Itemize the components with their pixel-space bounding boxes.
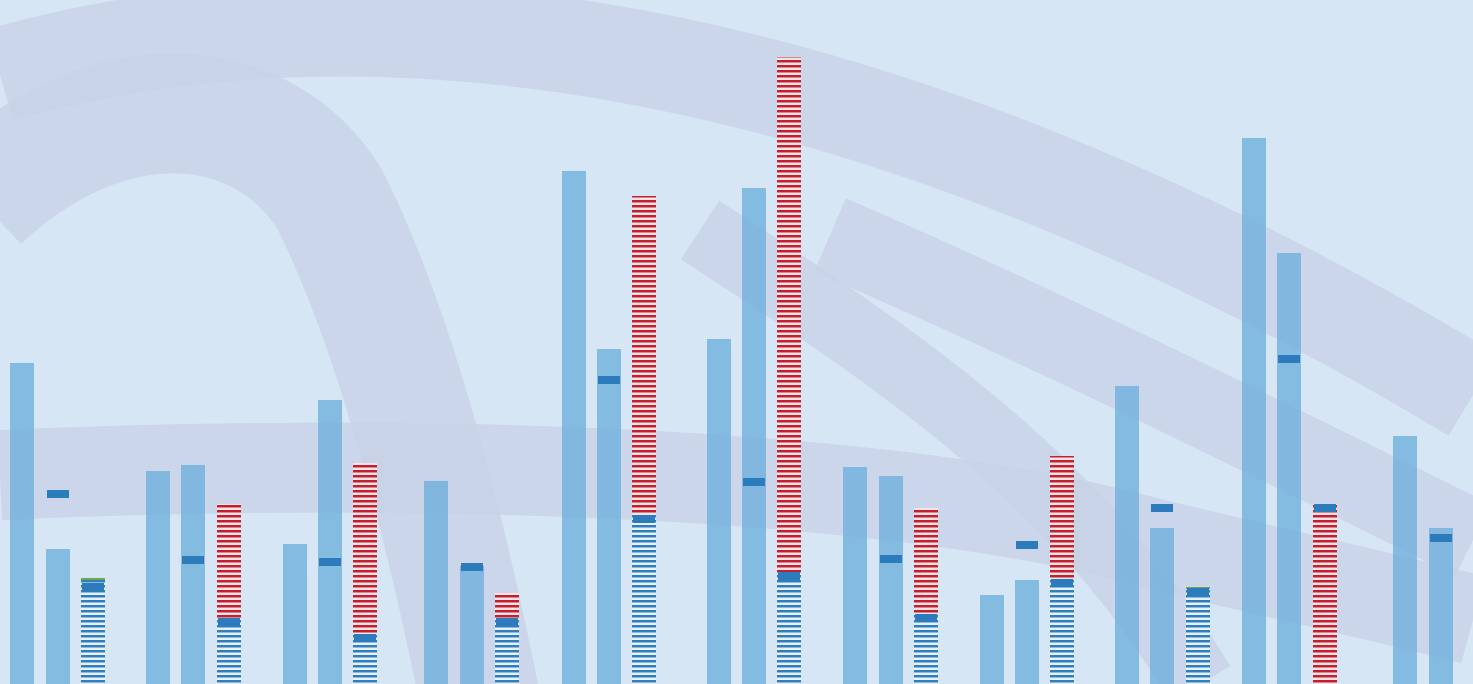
marker xyxy=(743,478,765,486)
bar xyxy=(1242,138,1266,684)
bar xyxy=(1429,528,1453,684)
bar xyxy=(1115,386,1139,684)
marker xyxy=(1430,534,1452,542)
marker xyxy=(880,555,902,563)
bars xyxy=(10,57,1453,684)
hatched-bar xyxy=(777,572,801,684)
marker xyxy=(47,490,69,498)
bar xyxy=(1277,253,1301,684)
bar xyxy=(146,471,170,684)
marker xyxy=(1187,588,1209,596)
hatched-bar-red xyxy=(632,196,656,515)
bar xyxy=(460,566,484,684)
marker xyxy=(319,558,341,566)
hatched-bar xyxy=(495,618,519,684)
bar xyxy=(980,595,1004,684)
marker xyxy=(778,572,800,580)
hatched-bar xyxy=(1050,579,1074,684)
marker xyxy=(915,614,937,622)
marker xyxy=(1314,504,1336,512)
hatched-bar xyxy=(914,614,938,684)
hatched-bar-red xyxy=(1313,504,1337,684)
hatched-bar-red xyxy=(495,593,519,618)
marker xyxy=(218,618,240,626)
hatched-bar-red xyxy=(777,57,801,572)
hatched-bar-red xyxy=(914,508,938,614)
bar xyxy=(10,363,34,684)
hatched-bar xyxy=(81,578,105,684)
bar xyxy=(1015,580,1039,684)
hatched-bar xyxy=(1186,587,1210,684)
bar xyxy=(562,171,586,684)
marker xyxy=(1016,541,1038,549)
marker xyxy=(1151,504,1173,512)
marker xyxy=(598,376,620,384)
hatched-bar xyxy=(632,515,656,684)
hatched-bar-red xyxy=(1050,456,1074,579)
bar xyxy=(597,349,621,684)
hatched-bar xyxy=(353,634,377,684)
marker xyxy=(461,563,483,571)
bar xyxy=(843,467,867,684)
hatched-bar-red xyxy=(353,463,377,634)
marker xyxy=(354,634,376,642)
bar xyxy=(707,339,731,684)
band xyxy=(0,0,1473,436)
band xyxy=(814,198,1473,576)
bar xyxy=(1393,436,1417,684)
bar xyxy=(283,544,307,684)
bar xyxy=(318,400,342,684)
bar xyxy=(1150,528,1174,684)
marker xyxy=(182,556,204,564)
bar xyxy=(424,481,448,684)
bar xyxy=(742,188,766,684)
hatched-bar xyxy=(217,618,241,684)
bar xyxy=(879,476,903,684)
marker xyxy=(1278,355,1300,363)
bar-cap xyxy=(81,578,105,580)
marker xyxy=(633,515,655,523)
marker xyxy=(1051,579,1073,587)
hatched-bar-red xyxy=(217,504,241,618)
marker xyxy=(496,618,518,626)
marker xyxy=(82,583,104,591)
bar xyxy=(46,549,70,684)
bar xyxy=(181,465,205,684)
